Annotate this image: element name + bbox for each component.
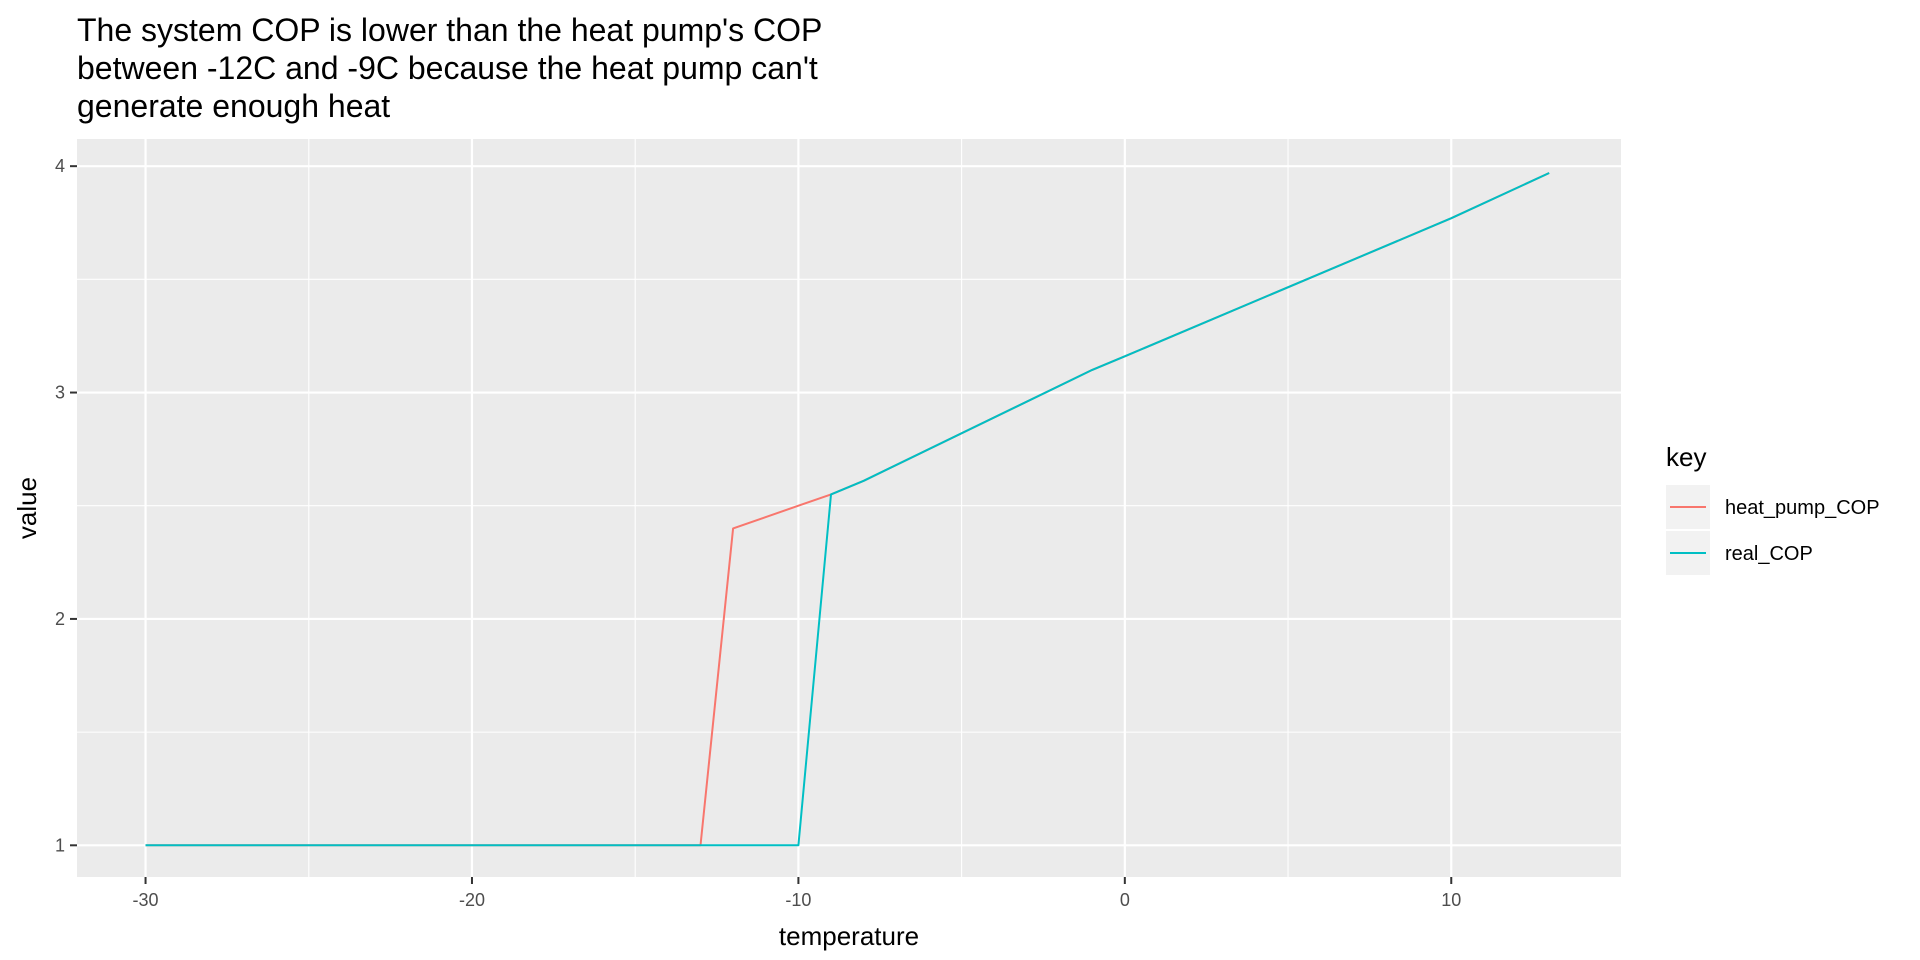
y-tick-label: 2 xyxy=(55,609,65,629)
x-axis-tick-labels: -30 -20 -10 0 10 xyxy=(133,890,1462,910)
x-tick-label: -10 xyxy=(785,890,811,910)
legend: key heat_pump_COP real_COP xyxy=(1666,442,1880,575)
major-gridlines xyxy=(77,139,1621,877)
y-tick-label: 1 xyxy=(55,835,65,855)
legend-label-heat-pump-cop: heat_pump_COP xyxy=(1725,497,1880,519)
series-lines xyxy=(145,172,1550,847)
x-tick-label: 10 xyxy=(1441,890,1461,910)
x-axis-title: temperature xyxy=(779,921,919,951)
chart-title-line-2: between -12C and -9C because the heat pu… xyxy=(77,50,818,86)
y-axis-title: value xyxy=(12,477,42,539)
x-tick-label: -30 xyxy=(133,890,159,910)
chart-title-line-3: generate enough heat xyxy=(77,88,390,124)
y-axis-tick-labels: 1 2 3 4 xyxy=(55,156,65,855)
axis-ticks xyxy=(70,165,1453,884)
y-tick-label: 4 xyxy=(55,156,65,176)
x-tick-label: -20 xyxy=(459,890,485,910)
chart-title: The system COP is lower than the heat pu… xyxy=(77,12,822,124)
chart-title-line-1: The system COP is lower than the heat pu… xyxy=(77,12,822,48)
minor-gridlines xyxy=(77,139,1621,877)
series-line-real-cop xyxy=(145,172,1550,847)
y-tick-label: 3 xyxy=(55,383,65,403)
legend-title: key xyxy=(1666,442,1706,472)
plot-panel xyxy=(77,139,1621,877)
legend-label-real-cop: real_COP xyxy=(1725,543,1813,565)
x-tick-label: 0 xyxy=(1120,890,1130,910)
